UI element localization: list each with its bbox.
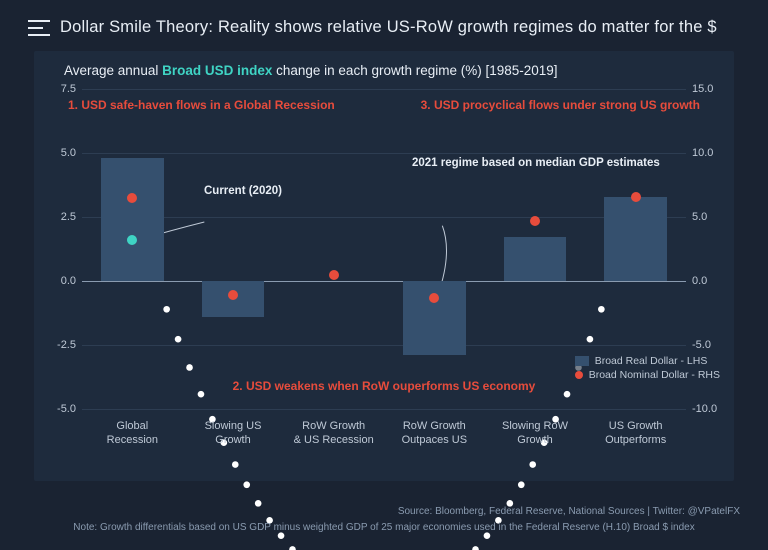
subtitle-highlight: Broad USD index — [162, 63, 272, 78]
nominal-dollar-dot — [530, 216, 540, 226]
y-axis-right-tick: -10.0 — [692, 403, 732, 415]
nominal-dollar-dot — [228, 290, 238, 300]
bar — [101, 158, 163, 281]
y-axis-right-tick: 10.0 — [692, 147, 732, 159]
legend-bar-row: Broad Real Dollar - LHS — [575, 355, 720, 367]
footer-source: Source: Bloomberg, Federal Reserve, Nati… — [28, 504, 740, 520]
category-label: RoW GrowthOutpaces US — [384, 419, 485, 448]
y-axis-left-tick: -5.0 — [36, 403, 76, 415]
chart-container: Dollar Smile Theory: Reality shows relat… — [0, 0, 768, 550]
legend-dot-swatch — [575, 371, 583, 379]
legend: Broad Real Dollar - LHS Broad Nominal Do… — [567, 349, 728, 387]
footer: Source: Bloomberg, Federal Reserve, Nati… — [28, 504, 740, 536]
bar-slot — [82, 89, 183, 409]
category-label: RoW Growth& US Recession — [283, 419, 384, 448]
category-label: GlobalRecession — [82, 419, 183, 448]
bar-slot — [384, 89, 485, 409]
bar-slot — [183, 89, 284, 409]
nominal-dollar-dot — [127, 193, 137, 203]
category-label: Slowing USGrowth — [183, 419, 284, 448]
nominal-dollar-dot — [631, 192, 641, 202]
y-axis-right-tick: 5.0 — [692, 211, 732, 223]
nominal-dollar-dot — [329, 270, 339, 280]
y-axis-left-tick: 0.0 — [36, 275, 76, 287]
gridline — [82, 409, 686, 410]
menu-icon — [28, 20, 50, 36]
page-title: Dollar Smile Theory: Reality shows relat… — [60, 18, 717, 37]
legend-dot-label: Broad Nominal Dollar - RHS — [589, 369, 720, 381]
annotation-1: 1. USD safe-haven flows in a Global Rece… — [68, 97, 335, 114]
bar — [504, 237, 566, 281]
annotation-3: 3. USD procyclical flows under strong US… — [421, 97, 700, 114]
bar — [604, 197, 666, 281]
legend-bar-swatch — [575, 356, 589, 366]
header: Dollar Smile Theory: Reality shows relat… — [28, 18, 740, 37]
subtitle-post: change in each growth regime (%) [1985-2… — [272, 63, 557, 78]
nominal-dollar-dot — [429, 293, 439, 303]
legend-bar-label: Broad Real Dollar - LHS — [595, 355, 708, 367]
legend-dot-row: Broad Nominal Dollar - RHS — [575, 369, 720, 381]
current-dot — [127, 235, 137, 245]
y-axis-right-tick: 0.0 — [692, 275, 732, 287]
subtitle-pre: Average annual — [64, 63, 162, 78]
category-label: Slowing RoWGrowth — [485, 419, 586, 448]
y-axis-left-tick: -2.5 — [36, 339, 76, 351]
y-axis-left-tick: 5.0 — [36, 147, 76, 159]
y-axis-right-tick: 15.0 — [692, 83, 732, 95]
category-label: US GrowthOutperforms — [585, 419, 686, 448]
footer-note: Note: Growth differentials based on US G… — [28, 520, 740, 536]
estimate-2021-label: 2021 regime based on median GDP estimate… — [412, 155, 660, 172]
y-axis-left-tick: 7.5 — [36, 83, 76, 95]
bar-slot — [283, 89, 384, 409]
y-axis-left-tick: 2.5 — [36, 211, 76, 223]
chart-subtitle: Average annual Broad USD index change in… — [64, 63, 558, 78]
current-label: Current (2020) — [204, 183, 282, 200]
chart-area: Average annual Broad USD index change in… — [34, 51, 734, 481]
